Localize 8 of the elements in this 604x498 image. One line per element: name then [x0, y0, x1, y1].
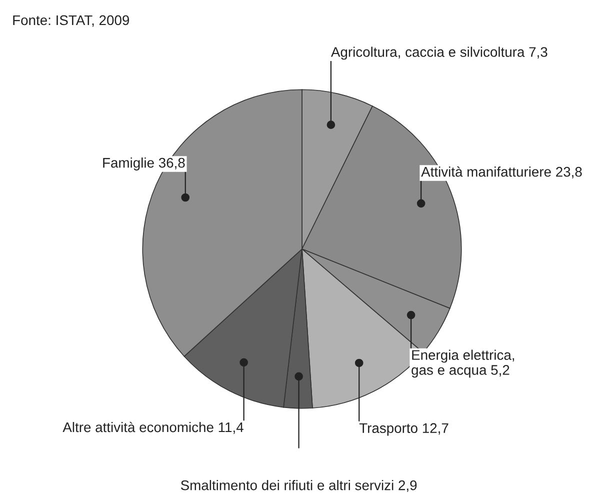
slice-label: Attività manifatturiere 23,8: [421, 166, 582, 178]
slice-label: Smaltimento dei rifiuti e altri servizi 2,9: [180, 480, 417, 492]
slice-label: Altre attività economiche 11,4: [62, 422, 244, 434]
slice-label: Trasporto 12,7: [359, 423, 448, 436]
source-note: Fonte: ISTAT, 2009: [13, 15, 130, 27]
slice-label: Energia elettrica, gas e acqua 5,2: [412, 350, 514, 378]
slice-label: Famiglie 36,8: [103, 158, 185, 170]
slice-label: Agricoltura, caccia e silvicoltura 7,3: [330, 46, 548, 60]
